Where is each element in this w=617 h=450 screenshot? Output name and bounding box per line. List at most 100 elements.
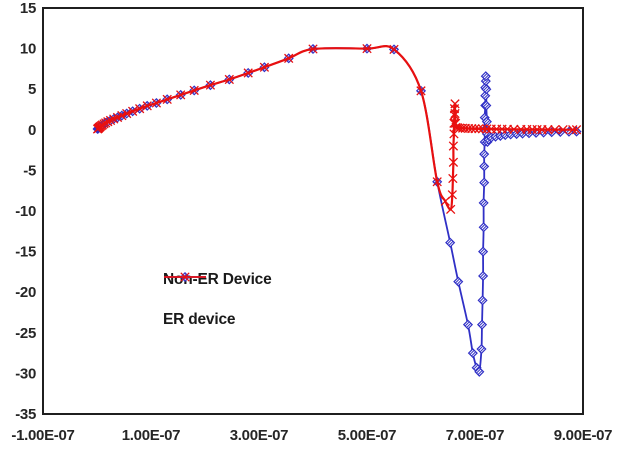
x-marker	[432, 177, 442, 187]
diamond-hatch	[481, 250, 487, 255]
x-marker	[151, 98, 162, 108]
diamond-hatch	[481, 274, 487, 279]
y-tick-label: -15	[15, 244, 36, 261]
diamond-hatch	[473, 364, 479, 370]
diamond-marker	[480, 71, 491, 82]
x-marker	[543, 124, 553, 135]
diamond-hatch	[481, 114, 487, 120]
x-marker	[389, 44, 399, 55]
diamond-hatch	[447, 239, 452, 245]
x-tick-label: 3.00E-07	[230, 427, 288, 444]
y-tick-label: -20	[15, 284, 36, 301]
diamond-marker	[453, 276, 464, 287]
x-marker	[568, 125, 578, 135]
x-marker	[448, 173, 458, 184]
legend: Non-ER Device ER device	[163, 270, 272, 350]
diamond-hatch	[480, 347, 485, 352]
diamond-hatch	[497, 132, 502, 138]
diamond-hatch	[465, 321, 470, 327]
diamond-marker	[476, 319, 488, 330]
diamond-hatch	[479, 297, 485, 302]
y-tick-label: -30	[15, 365, 36, 382]
x-marker	[474, 124, 484, 134]
diamond-hatch	[481, 151, 486, 156]
diamond-hatch	[480, 273, 485, 278]
diamond-hatch	[482, 73, 488, 78]
diamond-hatch	[480, 248, 485, 254]
diamond-hatch	[483, 118, 489, 124]
x-marker	[180, 272, 190, 282]
legend-label-non-er-device: Non-ER Device	[163, 271, 272, 288]
diamond-hatch	[492, 133, 497, 139]
x-marker	[448, 141, 459, 151]
diamond-hatch	[471, 351, 476, 357]
diamond-marker	[478, 270, 489, 282]
diamond-hatch	[485, 120, 490, 125]
diamond-marker	[481, 100, 492, 111]
x-marker	[243, 68, 253, 78]
diamond-marker	[479, 177, 490, 188]
diamond-hatch	[484, 87, 490, 93]
x-marker	[224, 74, 234, 85]
diamond-marker	[478, 246, 489, 257]
x-marker	[571, 125, 582, 135]
diamond-marker	[478, 197, 489, 208]
x-marker	[127, 106, 138, 116]
diamond-marker	[445, 237, 456, 248]
x-tick-label: 1.00E-07	[122, 427, 180, 444]
diamond-hatch	[483, 86, 488, 91]
diamond-hatch	[476, 368, 481, 374]
diamond-marker	[479, 149, 490, 160]
legend-item-er-device: ER device	[163, 272, 272, 330]
x-tick-label: 9.00E-07	[554, 427, 612, 444]
x-marker	[416, 86, 426, 96]
diamond-hatch	[448, 241, 454, 246]
x-marker	[447, 190, 457, 200]
diamond-marker	[476, 343, 487, 355]
diamond-hatch	[479, 321, 484, 327]
diamond-hatch	[456, 280, 462, 285]
y-tick-label: 10	[20, 41, 36, 58]
series-er-device	[92, 43, 582, 215]
diamond-hatch	[482, 152, 488, 158]
diamond-hatch	[558, 130, 564, 135]
diamond-marker	[467, 348, 478, 359]
x-marker	[448, 157, 459, 167]
x-marker	[550, 124, 560, 135]
diamond-marker	[479, 161, 490, 172]
x-marker	[117, 110, 127, 121]
diamond-hatch	[484, 79, 489, 85]
series-line	[96, 45, 578, 211]
x-marker	[142, 101, 152, 111]
diamond-marker	[474, 366, 485, 377]
diamond-hatch	[482, 225, 487, 231]
diamond-hatch	[484, 103, 490, 109]
y-tick-label: -25	[15, 325, 36, 342]
diamond-hatch	[482, 181, 488, 186]
x-tick-label: 5.00E-07	[338, 427, 396, 444]
x-marker	[446, 204, 456, 215]
x-marker	[509, 124, 519, 134]
y-tick-label: -10	[15, 203, 36, 220]
diamond-hatch	[482, 164, 488, 170]
x-marker	[558, 124, 568, 135]
x-marker	[470, 124, 480, 134]
y-tick-label: 0	[28, 122, 36, 139]
diamond-hatch	[482, 201, 487, 206]
x-marker	[122, 108, 132, 119]
diamond-hatch	[480, 224, 486, 229]
x-marker	[477, 124, 488, 134]
diamond-marker	[480, 90, 491, 101]
x-marker	[284, 53, 294, 64]
diamond-hatch	[481, 163, 486, 168]
diamond-hatch	[469, 350, 475, 355]
y-tick-label: 15	[20, 0, 36, 17]
diamond-hatch	[478, 346, 483, 351]
x-marker	[176, 90, 186, 100]
x-marker	[362, 43, 372, 54]
x-marker	[450, 99, 460, 109]
diamond-hatch	[483, 102, 488, 107]
diamond-hatch	[485, 132, 490, 137]
diamond-hatch	[480, 199, 486, 205]
x-marker	[135, 104, 145, 114]
